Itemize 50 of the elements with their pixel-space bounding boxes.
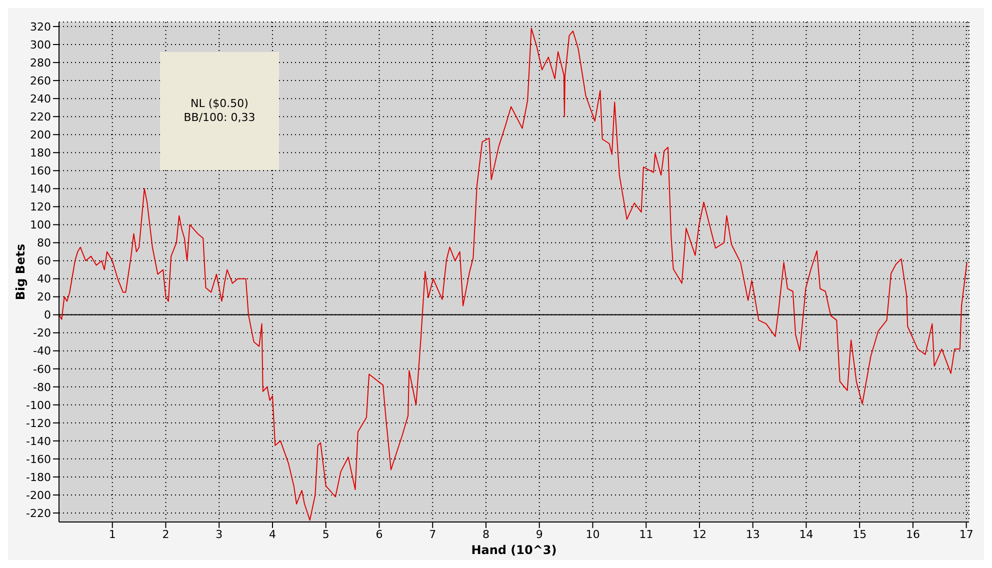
x-tick-label: 10	[586, 528, 600, 541]
x-axis-title: Hand (10^3)	[471, 543, 557, 557]
x-tick-label: 4	[268, 528, 276, 541]
y-tick-label: -220	[26, 506, 51, 520]
y-tick-label: 260	[30, 74, 51, 88]
x-tick-label: 6	[376, 528, 383, 541]
y-tick-label: 240	[30, 92, 51, 106]
y-tick-label: -80	[33, 380, 51, 394]
y-tick-label: -100	[26, 398, 51, 412]
y-tick-label: -120	[26, 416, 51, 430]
y-tick-label: 180	[30, 146, 51, 160]
y-tick-label: 60	[37, 254, 51, 268]
note-box: NL ($0.50) BB/100: 0,33	[160, 52, 279, 170]
y-tick-label: 80	[37, 236, 51, 250]
x-tick-label: 3	[216, 528, 223, 541]
annotation: NL ($0.50)	[190, 97, 248, 111]
y-axis-title: Big Bets	[13, 244, 28, 300]
x-tick-label: 9	[536, 528, 543, 541]
y-tick-label: 200	[30, 128, 51, 142]
y-tick-label: 40	[37, 272, 51, 286]
x-tick-label: 11	[639, 528, 654, 541]
y-tick-label: 0	[44, 308, 51, 322]
y-tick-label: 160	[30, 164, 51, 178]
x-tick-label: 1	[108, 528, 116, 541]
y-tick-label: 20	[37, 290, 51, 304]
y-tick-label: -140	[26, 434, 51, 448]
y-tick-label: 140	[30, 182, 51, 196]
x-tick-label: 2	[162, 528, 170, 541]
y-tick-label: -20	[33, 326, 51, 340]
x-tick-label: 17	[959, 528, 974, 541]
x-tick-label: 15	[852, 528, 867, 541]
y-tick-label: -180	[26, 470, 51, 484]
x-tick-label: 13	[746, 528, 760, 541]
x-tick-label: 16	[906, 528, 920, 541]
y-tick-label: 220	[30, 110, 51, 124]
y-tick-label: 120	[30, 200, 51, 214]
x-tick-label: 8	[482, 528, 490, 541]
y-tick-label: 280	[30, 56, 51, 70]
x-tick-label: 7	[429, 528, 436, 541]
y-tick-label: -60	[33, 362, 51, 376]
y-tick-label: -160	[26, 452, 51, 466]
x-tick-label: 5	[322, 528, 330, 541]
x-tick-label: 12	[692, 528, 706, 541]
annotation: BB/100: 0,33	[184, 111, 256, 125]
x-tick-label: 14	[799, 528, 814, 541]
y-tick-label: -200	[26, 488, 51, 502]
y-tick-label: 320	[30, 20, 51, 34]
y-tick-label: 100	[30, 218, 51, 232]
y-tick-label: 300	[30, 38, 51, 52]
y-tick-label: -40	[33, 344, 51, 358]
